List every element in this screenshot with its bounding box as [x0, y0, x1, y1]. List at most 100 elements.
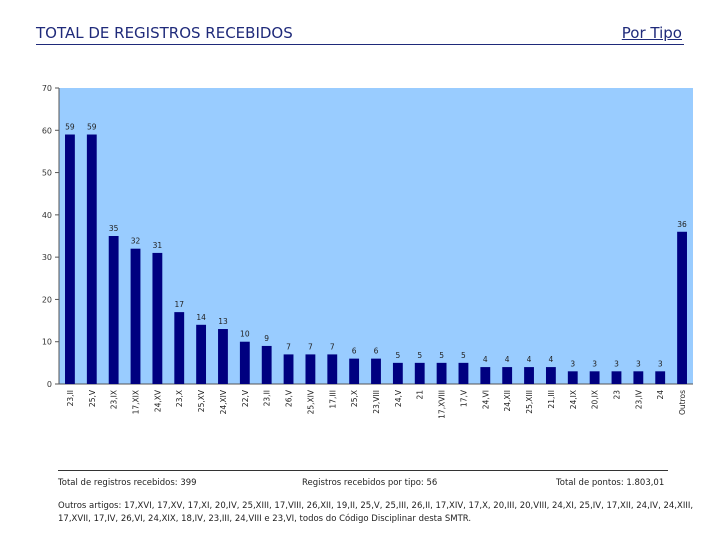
category-label: 17,V	[459, 389, 468, 407]
category-label: 25,V	[88, 389, 97, 407]
total-points-label: Total de pontos: 1.803,01	[556, 478, 665, 488]
bar	[458, 362, 469, 384]
category-label: 21	[416, 390, 425, 400]
category-label: 23,II	[263, 390, 272, 406]
category-label: 24,VI	[481, 390, 490, 409]
records-by-type-label: Registros recebidos por tipo: 56	[302, 478, 438, 488]
category-label: 23,IX	[110, 390, 119, 409]
data-label: 7	[286, 342, 291, 351]
category-label: 21,III	[547, 390, 556, 409]
data-label: 14	[196, 313, 206, 322]
category-label: 26,V	[285, 389, 294, 407]
footer-divider	[58, 470, 668, 471]
data-label: 3	[658, 359, 663, 368]
data-label: 4	[483, 355, 488, 364]
bar	[86, 134, 97, 384]
bar	[677, 231, 687, 384]
y-tick-label: 40	[42, 211, 52, 220]
data-label: 3	[592, 359, 597, 368]
data-label: 32	[131, 237, 141, 246]
bar	[349, 358, 360, 384]
bar	[305, 354, 316, 384]
bar	[108, 236, 119, 384]
data-label: 4	[505, 355, 510, 364]
chart-title: TOTAL DE REGISTROS RECEBIDOS	[36, 24, 293, 42]
bar	[502, 367, 513, 384]
data-label: 3	[570, 359, 575, 368]
data-label: 5	[439, 351, 444, 360]
y-tick-label: 50	[42, 169, 52, 178]
bar	[218, 329, 228, 384]
data-label: 4	[527, 355, 532, 364]
category-label: 25,XV	[197, 389, 206, 412]
category-label: 23,X	[175, 390, 184, 407]
category-label: 20,IX	[591, 390, 600, 409]
bar	[436, 362, 447, 384]
data-label: 7	[308, 342, 313, 351]
bar-chart: 0102030405060705923,II5925,V3523,IX3217,…	[42, 84, 693, 419]
category-label: 23,VIII	[372, 390, 381, 414]
total-records-label: Total de registros recebidos: 399	[58, 478, 197, 488]
bar	[567, 371, 578, 384]
bar	[371, 358, 381, 384]
bar	[655, 371, 666, 384]
category-label: 17,III	[328, 390, 337, 409]
category-label: 23,II	[66, 390, 75, 406]
bar	[196, 324, 207, 384]
y-tick-label: 20	[42, 295, 52, 304]
category-label: 23,IV	[634, 389, 643, 409]
data-label: 6	[352, 347, 357, 356]
bar	[65, 134, 75, 384]
data-label: 4	[549, 355, 554, 364]
bar	[524, 367, 534, 384]
category-label: 24,V	[394, 389, 403, 407]
category-label: 17,XVIII	[438, 390, 447, 419]
data-label: 6	[374, 347, 379, 356]
data-label: 5	[461, 351, 466, 360]
type-label: Por Tipo	[621, 24, 682, 42]
data-label: 7	[330, 342, 335, 351]
bar	[611, 371, 622, 384]
bar	[589, 371, 600, 384]
header: TOTAL DE REGISTROS RECEBIDOS Por Tipo	[36, 24, 684, 45]
bar	[414, 362, 425, 384]
y-tick-label: 30	[42, 253, 52, 262]
y-tick-label: 10	[42, 338, 52, 347]
data-label: 35	[109, 224, 119, 233]
data-label: 31	[153, 241, 163, 250]
y-tick-label: 0	[47, 380, 52, 389]
data-label: 5	[395, 351, 400, 360]
bar	[152, 252, 163, 384]
bar	[283, 354, 294, 384]
category-label: 24,IX	[569, 390, 578, 409]
data-label: 3	[614, 359, 619, 368]
bar	[633, 371, 644, 384]
data-label: 36	[677, 220, 687, 229]
category-label: 24,XIV	[219, 389, 228, 414]
data-label: 59	[65, 123, 75, 132]
category-label: 22,V	[241, 389, 250, 407]
y-tick-label: 70	[42, 84, 52, 93]
category-label: 23	[612, 390, 621, 400]
bar	[261, 345, 272, 384]
plot-area	[59, 88, 693, 384]
bar	[174, 312, 185, 384]
bar	[239, 341, 250, 384]
category-label: 25,XIII	[525, 390, 534, 414]
data-label: 10	[240, 330, 250, 339]
data-label: 13	[218, 317, 228, 326]
category-label: 17,XIX	[132, 390, 141, 414]
data-label: 17	[174, 300, 184, 309]
data-label: 3	[636, 359, 641, 368]
category-label: 24	[656, 390, 665, 400]
category-label: 24,XII	[503, 390, 512, 412]
bar	[480, 367, 491, 384]
category-label: 25,X	[350, 390, 359, 407]
data-label: 9	[264, 334, 269, 343]
bar	[392, 362, 403, 384]
category-label: 24,XV	[153, 389, 162, 412]
bar	[327, 354, 338, 384]
data-label: 5	[417, 351, 422, 360]
bar	[130, 248, 141, 384]
data-label: 59	[87, 123, 97, 132]
